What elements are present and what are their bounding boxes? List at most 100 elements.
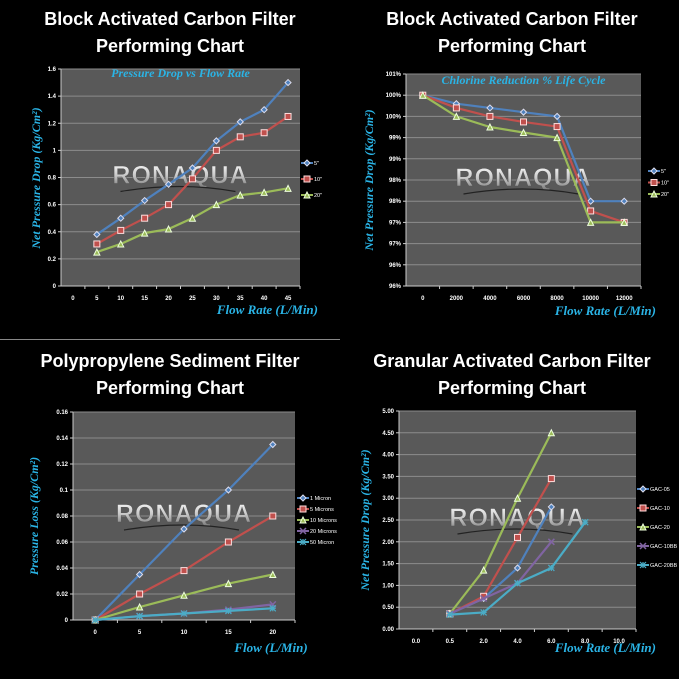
data-point [165, 201, 173, 209]
chart2-title-line2: Performing Chart [437, 36, 587, 56]
legend-label: 10" [314, 177, 322, 183]
data-point [586, 197, 595, 205]
y-tick-label: 96% [389, 284, 402, 290]
legend-label: GAC-05 [650, 487, 670, 493]
data-point [136, 590, 144, 598]
chart1-title: Block Activated Carbon Filter Performing… [0, 6, 340, 60]
data-point [269, 440, 277, 449]
watermark-swoosh [463, 188, 579, 195]
legend-label: GAC-20 [650, 525, 670, 531]
data-point [224, 607, 232, 615]
data-point [212, 137, 221, 145]
y-tick-label: 0 [65, 618, 69, 624]
x-axis-title: Flow Rate (L/Min) [554, 303, 656, 318]
data-point [519, 108, 528, 116]
chart-4: 0.00 0.50 1.00 1.50 2.00 2.50 3.00 3.50 4.00 4.50… [358, 409, 678, 655]
legend-marker [639, 561, 647, 569]
data-point [480, 609, 488, 616]
data-point [547, 564, 555, 572]
y-tick-label: 4.00 [382, 453, 394, 459]
data-point [135, 602, 144, 611]
x-tick-label: 0.0 [412, 639, 421, 645]
legend-label: 5" [661, 169, 666, 175]
y-tick-label: 2.50 [382, 518, 394, 524]
data-point [480, 594, 488, 603]
legend-marker [299, 515, 307, 524]
y-tick-label: 98% [389, 178, 402, 184]
y-tick-label: 2.00 [382, 540, 394, 546]
data-point [188, 164, 197, 172]
legend-label: 5" [314, 161, 319, 167]
data-point [620, 218, 629, 226]
y-tick-label: 0.1 [60, 488, 69, 494]
data-point [180, 567, 188, 575]
x-tick-label: 2000 [450, 296, 464, 302]
y-tick-label: 1.4 [48, 94, 57, 100]
y-tick-label: 99% [389, 157, 402, 163]
data-point [513, 564, 522, 572]
legend-label: 20 Microns [310, 529, 337, 535]
y-tick-label: 1.2 [48, 121, 57, 127]
data-point [93, 240, 101, 248]
data-point [547, 475, 555, 483]
data-point [418, 91, 427, 99]
legend-marker [639, 504, 647, 512]
legend-marker [299, 527, 307, 535]
section-divider [0, 339, 340, 340]
legend-marker [650, 189, 658, 198]
data-point [180, 610, 188, 617]
data-point [164, 180, 173, 188]
legend-label: 20" [661, 192, 669, 198]
chart-3: 0 0.02 0.04 0.06 0.08 0.1 0.12 0.14 0.16 0 5 10 15 20… [27, 410, 337, 655]
legend-label: 10 Microns [310, 518, 337, 524]
data-point [547, 503, 556, 511]
y-tick-label: 1.50 [382, 562, 394, 568]
data-point [269, 604, 277, 612]
legend-label: 20" [314, 193, 322, 199]
watermark-swoosh [123, 524, 240, 531]
legend-marker [639, 485, 647, 493]
x-axis-title: Flow Rate (L/Min) [554, 640, 656, 655]
data-point [93, 247, 101, 256]
chart-subtitle: Pressure Drop vs Flow Rate [111, 66, 250, 80]
data-point [514, 533, 521, 541]
data-point [586, 218, 595, 226]
data-point [268, 570, 277, 578]
legend-label: 10" [661, 181, 669, 187]
data-point [188, 214, 197, 222]
chart3-title-line2: Performing Chart [95, 378, 245, 398]
legend-label: GAC-10BB [650, 544, 678, 550]
legend-marker [303, 159, 311, 167]
legend-marker [639, 542, 647, 550]
data-point [260, 105, 268, 114]
chart1-title-line1: Block Activated Carbon Filter [44, 9, 296, 29]
x-tick-label: 5 [95, 296, 99, 302]
x-tick-label: 8000 [550, 296, 564, 302]
x-tick-label: 8.0 [581, 639, 590, 645]
chart-2: 96% 96% 97% 97% 98% 98% 99% 99% 100% 100% 101% 0 200… [362, 72, 669, 318]
x-tick-label: 0.5 [446, 639, 455, 645]
y-tick-label: 99% [389, 136, 402, 142]
legend-marker [299, 538, 307, 546]
data-point [547, 428, 556, 437]
data-point [140, 196, 149, 205]
y-axis-title: Pressure Loss (Kg/Cm²) [27, 457, 41, 575]
chart4-title-line1: Granular Activated Carbon Filter [373, 351, 651, 371]
legend-marker [650, 179, 658, 186]
chart4-title-line2: Performing Chart [437, 378, 587, 398]
series-line [448, 432, 553, 615]
series-5" [93, 78, 292, 239]
y-tick-label: 3.00 [382, 496, 394, 502]
chart3-title-line1: Polypropylene Sediment Filter [40, 351, 300, 371]
y-tick-label: 1 [53, 148, 57, 154]
data-point [446, 611, 454, 619]
y-tick-label: 96% [389, 263, 402, 269]
series-10" [93, 112, 292, 248]
data-point [164, 224, 173, 233]
data-point [520, 118, 527, 126]
data-point [224, 486, 233, 494]
data-point [547, 538, 555, 546]
data-point [513, 494, 522, 502]
data-point [224, 538, 232, 546]
data-point [284, 184, 292, 192]
